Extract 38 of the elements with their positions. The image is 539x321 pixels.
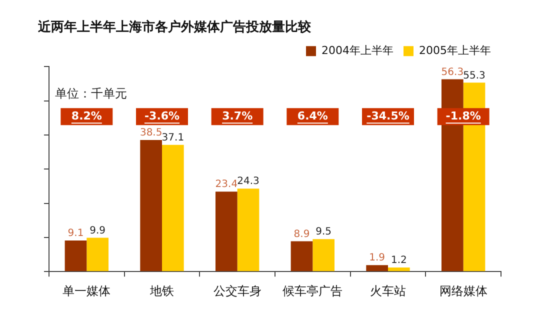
legend-label: 2005年上半年 — [419, 44, 492, 57]
x-tick-label: 候车亭广告 — [282, 284, 343, 298]
x-tick-label: 地铁 — [149, 284, 174, 298]
annotation: 6.4% — [297, 109, 328, 122]
data-label: 1.9 — [369, 252, 386, 264]
data-label: 9.5 — [316, 226, 332, 238]
x-tick-label: 公交车身 — [213, 284, 262, 298]
annotation: 3.7% — [222, 109, 253, 122]
annotation: -3.6% — [144, 109, 180, 122]
bar — [140, 140, 162, 272]
data-label: 1.2 — [390, 255, 407, 266]
data-label: 8.9 — [294, 228, 310, 240]
bar — [366, 265, 388, 272]
data-label: 9.1 — [68, 228, 84, 240]
data-label: 38.5 — [140, 128, 162, 139]
bar — [215, 192, 238, 272]
bar — [312, 239, 335, 272]
x-tick-label: 火车站 — [370, 284, 406, 298]
chart-title: 近两年上半年上海市各户外媒体广告投放量比较 — [37, 19, 312, 36]
x-tick-label: 网络媒体 — [439, 284, 488, 298]
annotation: 单位：千单元 — [55, 86, 127, 101]
bar — [237, 188, 260, 272]
data-label: 9.9 — [90, 225, 106, 236]
annotation: 8.2% — [71, 109, 102, 122]
bar — [64, 240, 87, 272]
bar — [290, 241, 313, 272]
data-label: 56.3 — [441, 66, 464, 78]
data-label: 55.3 — [463, 70, 486, 82]
bar — [388, 268, 410, 272]
x-tick-label: 单一媒体 — [62, 284, 111, 298]
bar — [86, 238, 109, 272]
bar — [162, 144, 184, 272]
data-label: 23.4 — [215, 179, 238, 190]
data-label: 24.3 — [237, 176, 260, 188]
annotation: -34.5% — [366, 109, 410, 122]
legend-label: 2004年上半年 — [322, 44, 394, 57]
data-label: 37.1 — [162, 132, 184, 144]
annotation: -1.8% — [446, 109, 481, 122]
